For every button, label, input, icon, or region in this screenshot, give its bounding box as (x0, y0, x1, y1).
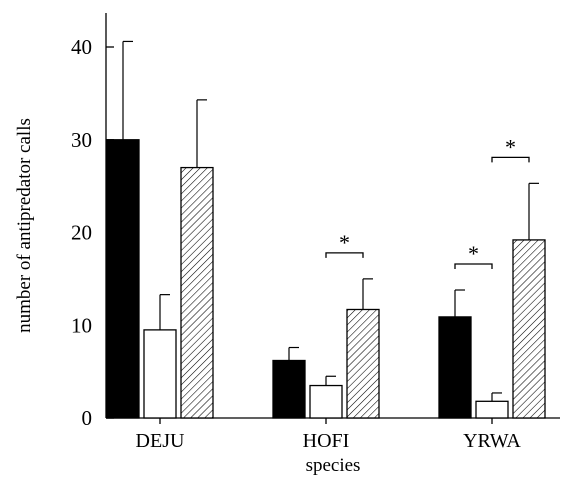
bar-yrwa-hatched (512, 239, 546, 419)
bar-hofi-hatched (346, 308, 380, 419)
bars (106, 139, 546, 419)
error-bars (122, 40, 539, 402)
y-tick-label: 30 (71, 128, 92, 152)
bar-yrwa-open (475, 400, 509, 419)
x-axis-title: species (306, 455, 361, 476)
x-category-label: YRWA (463, 430, 521, 452)
y-tick-label: 10 (71, 313, 92, 337)
significance-star: * (505, 134, 516, 159)
labels: 0 10 20 30 40 DEJU HOFI YRWA species number of an… (14, 35, 521, 476)
x-category-label: HOFI (303, 430, 350, 452)
y-tick-label: 20 (71, 221, 92, 245)
y-axis-title: number of antipredator calls (14, 118, 35, 333)
significance-markers: * * * (325, 134, 530, 270)
bar-hofi-solid (272, 359, 306, 419)
bar-yrwa-solid (438, 316, 472, 419)
significance-bracket (325, 252, 364, 258)
significance-bracket (491, 156, 530, 163)
significance-star: * (468, 241, 479, 266)
significance-star: * (339, 230, 350, 255)
bar-hofi-open (309, 384, 343, 419)
bar-deju-solid (106, 139, 140, 419)
bar-deju-open (143, 329, 177, 419)
x-category-label: DEJU (136, 430, 185, 452)
y-tick-label: 0 (82, 406, 93, 430)
significance-bracket (454, 263, 493, 270)
y-tick-label: 40 (71, 35, 92, 59)
bar-deju-hatched (180, 166, 214, 419)
